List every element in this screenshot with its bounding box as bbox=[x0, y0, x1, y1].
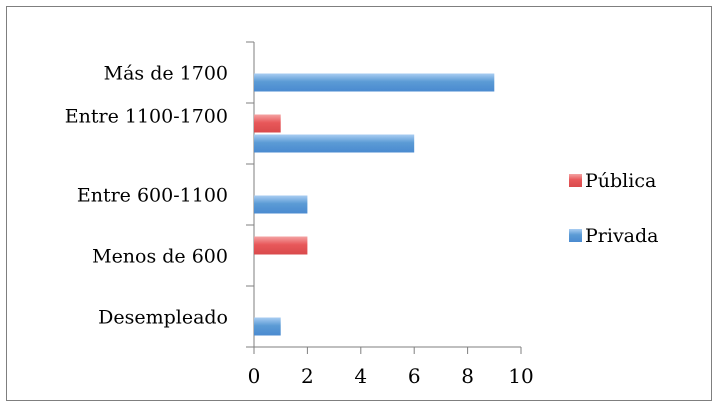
bars bbox=[254, 73, 495, 336]
x-tick-label: 4 bbox=[354, 364, 367, 388]
labels: 0 2 4 6 8 10 Más de 1700 Entre 1100-1700 Entre 6… bbox=[65, 63, 534, 389]
legend-label: Pública bbox=[585, 170, 656, 192]
bar-privada bbox=[254, 134, 415, 153]
legend-swatch bbox=[569, 174, 582, 187]
x-tick-label: 8 bbox=[461, 364, 474, 388]
bar-privada bbox=[254, 317, 281, 336]
bar-publica bbox=[254, 114, 281, 133]
category-label: Entre 600-1100 bbox=[77, 185, 228, 207]
category-label: Menos de 600 bbox=[92, 246, 228, 268]
category-label: Más de 1700 bbox=[104, 63, 228, 85]
legend-swatch bbox=[569, 229, 582, 242]
axes bbox=[246, 41, 522, 354]
legend: Pública Privada bbox=[569, 170, 659, 247]
bar-privada bbox=[254, 195, 308, 214]
category-label: Entre 1100-1700 bbox=[65, 106, 228, 128]
chart-frame bbox=[6, 6, 712, 401]
legend-label: Privada bbox=[585, 225, 659, 247]
category-label: Desempleado bbox=[98, 307, 228, 329]
x-tick-label: 2 bbox=[301, 364, 314, 388]
x-tick-label: 0 bbox=[248, 364, 261, 388]
bar-privada bbox=[254, 73, 495, 92]
x-tick-label: 10 bbox=[508, 364, 533, 388]
bar-publica bbox=[254, 236, 308, 255]
x-tick-label: 6 bbox=[408, 364, 421, 388]
